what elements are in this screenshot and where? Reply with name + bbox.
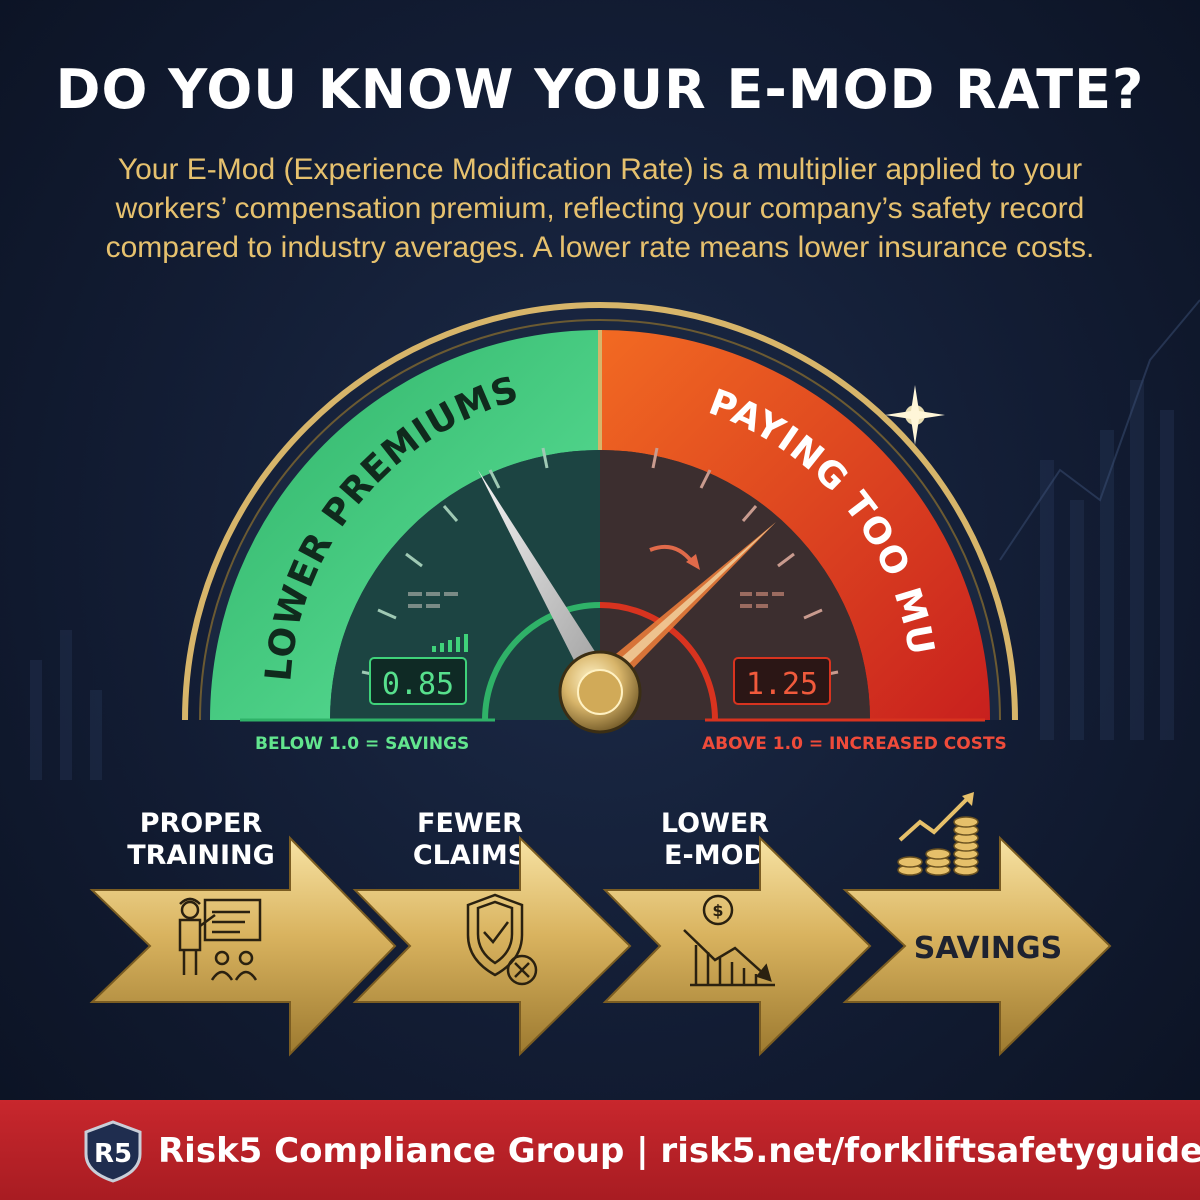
footer-text: Risk5 Compliance Group | risk5.net/forkl…	[158, 1131, 1200, 1171]
risk5-logo-icon: R5	[84, 1120, 142, 1183]
above-costs-note: ABOVE 1.0 = INCREASED COSTS	[702, 734, 1007, 754]
declining-chart-dollar-icon: $	[683, 894, 775, 987]
step-proper-training-arrow	[89, 835, 397, 1057]
step-proper-training-label: PROPER TRAINING	[127, 808, 275, 871]
step-fewer-claims-arrow	[352, 835, 632, 1057]
step-lower-emod-label: LOWER E-MOD	[660, 808, 770, 871]
sparkle-icon	[885, 385, 945, 445]
step-savings-arrow	[842, 835, 1112, 1057]
coins-growth-icon	[897, 792, 979, 876]
left-readout-value: 0.85	[382, 667, 454, 702]
svg-text:R5: R5	[94, 1139, 132, 1169]
needle-high	[478, 470, 612, 692]
svg-text:$: $	[712, 901, 723, 920]
shield-check-icon	[466, 893, 538, 986]
step-fewer-claims-label: FEWER CLAIMS	[412, 808, 528, 871]
trend-arrow-icon	[649, 545, 694, 564]
step-savings-label: SAVINGS	[914, 931, 1063, 966]
emod-gauge: LOWER PREMIUMS PAYING TOO MUCH 0.85 1.25	[0, 300, 1018, 734]
description-text: Your E-Mod (Experience Modification Rate…	[105, 153, 1095, 264]
trainer-icon	[178, 897, 262, 981]
right-readout-value: 1.25	[746, 667, 818, 702]
red-zone	[600, 330, 990, 720]
green-zone	[210, 330, 600, 720]
right-readout-box	[733, 657, 831, 705]
step-lower-emod-arrow	[602, 835, 872, 1057]
left-readout-box	[369, 657, 467, 705]
footer-bar	[0, 1100, 1200, 1200]
page-title: DO YOU KNOW YOUR E-MOD RATE?	[55, 58, 1145, 121]
below-savings-note: BELOW 1.0 = SAVINGS	[255, 734, 470, 754]
process-flow: $ SAVINGS	[89, 792, 1112, 1057]
